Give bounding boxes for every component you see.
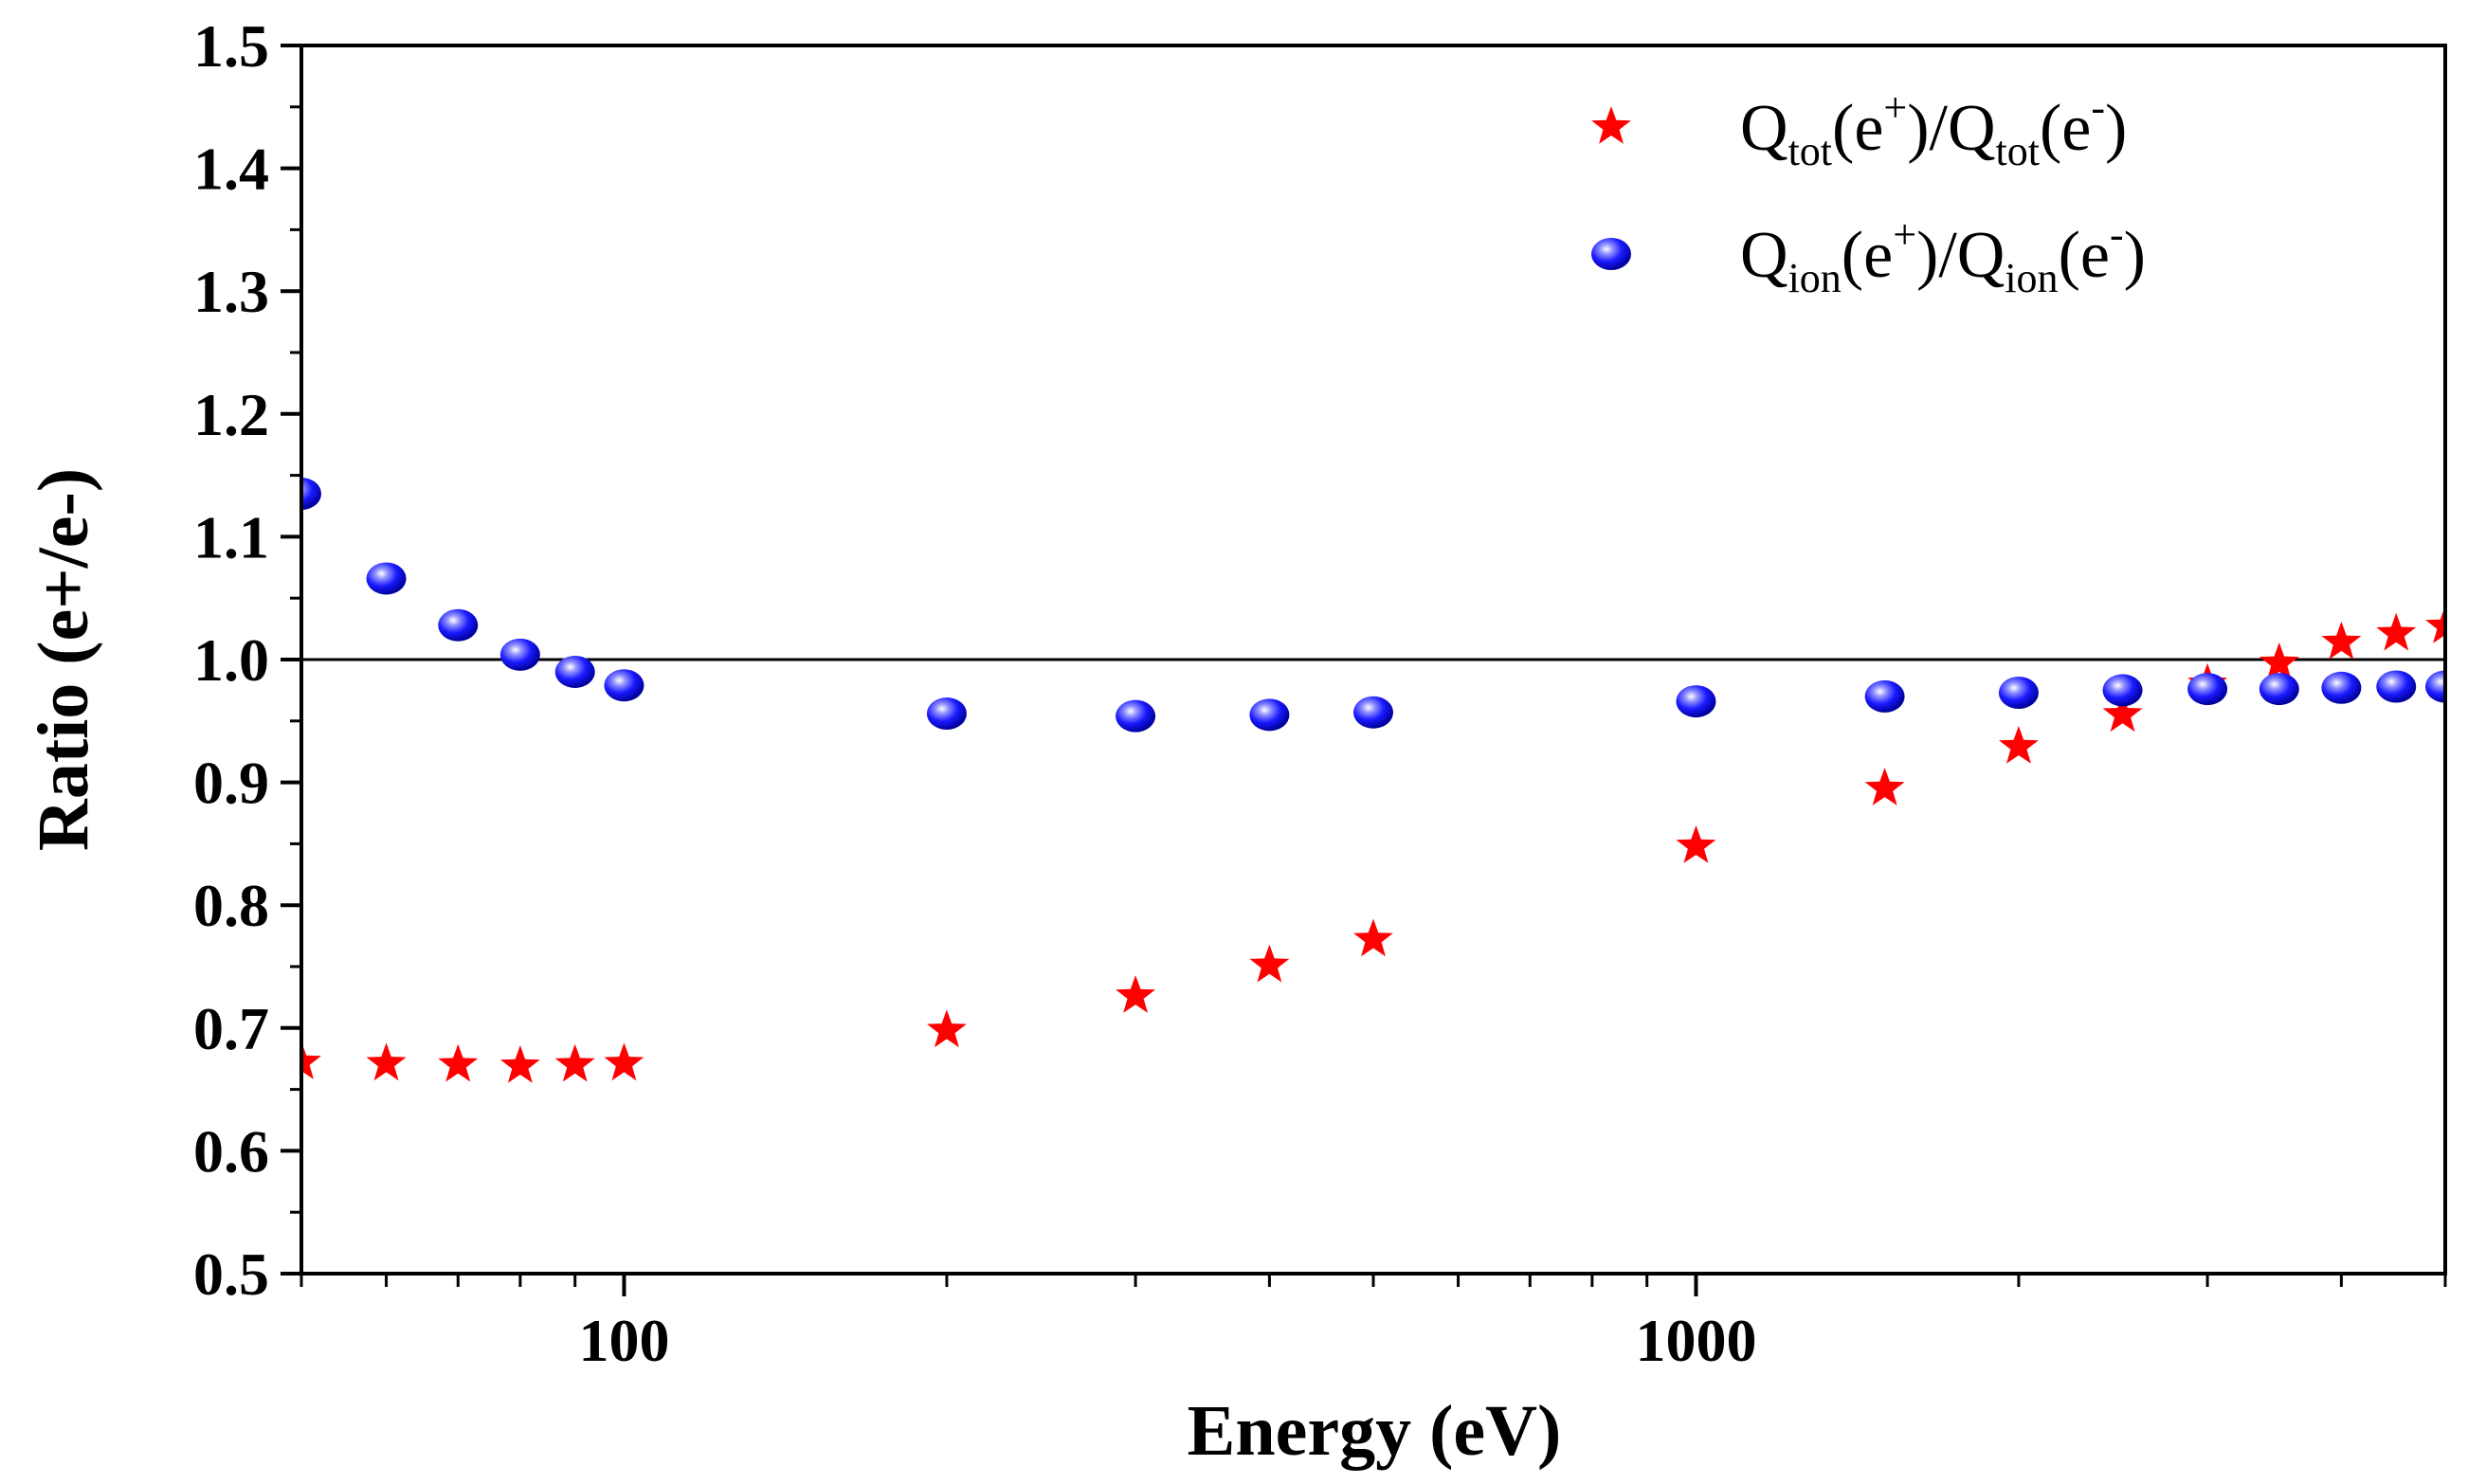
y-tick-label: 1.0 bbox=[193, 626, 269, 694]
series-qtot bbox=[301, 606, 2445, 1083]
qtot-point bbox=[1116, 975, 1155, 1013]
qtot-point bbox=[927, 1009, 967, 1048]
qion-point bbox=[604, 669, 644, 702]
y-tick-label: 0.7 bbox=[193, 995, 269, 1062]
qtot-point bbox=[1249, 944, 1290, 983]
legend: Qtot(e+)/Qtot(e-) Qion(e+)/Qion(e-) bbox=[1591, 84, 2146, 301]
qtot-point bbox=[604, 1042, 644, 1081]
qion-point bbox=[2259, 673, 2299, 706]
qion-point bbox=[366, 562, 407, 595]
qion-point bbox=[499, 638, 540, 671]
qion-point bbox=[1116, 699, 1156, 733]
y-tick-label: 0.5 bbox=[193, 1240, 269, 1308]
series-qion bbox=[301, 478, 2445, 733]
y-tick-label: 1.5 bbox=[193, 12, 269, 80]
qtot-point bbox=[554, 1043, 595, 1082]
y-tick-label: 0.8 bbox=[193, 872, 269, 939]
plot-frame bbox=[299, 44, 2447, 1276]
qion-point bbox=[2187, 673, 2228, 706]
qtot-point bbox=[301, 1041, 321, 1079]
y-tick-label: 1.3 bbox=[193, 258, 269, 325]
y-tick-label: 0.6 bbox=[193, 1117, 269, 1185]
legend-star-marker bbox=[1591, 106, 1631, 144]
qion-point bbox=[1353, 696, 1393, 729]
qion-point bbox=[301, 478, 321, 511]
qion-point bbox=[926, 697, 967, 731]
qion-point bbox=[438, 608, 479, 642]
qtot-point bbox=[1676, 825, 1716, 863]
x-axis-title: Energy (eV) bbox=[1188, 1391, 1562, 1471]
qtot-point bbox=[1999, 726, 2039, 764]
y-tick-label: 0.9 bbox=[193, 750, 269, 817]
qtot-point bbox=[2425, 606, 2445, 643]
qtot-point bbox=[2259, 642, 2299, 680]
qion-point bbox=[2321, 671, 2362, 704]
qtot-point bbox=[499, 1045, 540, 1083]
y-tick-label: 1.2 bbox=[193, 381, 269, 448]
legend-label: Qtot(e+)/Qtot(e-) bbox=[1740, 84, 2127, 174]
data-marks bbox=[301, 478, 2445, 1083]
x-tick-label: 1000 bbox=[1635, 1307, 1756, 1374]
x-axis-ticks: 100 1000 bbox=[299, 1274, 2447, 1374]
qion-point bbox=[554, 655, 595, 688]
qion-point bbox=[1249, 698, 1290, 732]
qtot-point bbox=[1353, 918, 1393, 957]
legend-sphere-marker bbox=[1591, 238, 1631, 270]
y-tick-label: 1.4 bbox=[193, 136, 269, 203]
x-tick-label: 100 bbox=[578, 1307, 669, 1374]
qtot-point bbox=[2102, 694, 2143, 733]
qtot-point bbox=[2376, 612, 2417, 651]
qion-point bbox=[1864, 679, 1905, 713]
y-tick-label: 1.1 bbox=[193, 503, 269, 570]
qtot-point bbox=[438, 1043, 479, 1082]
qtot-point bbox=[2321, 621, 2362, 660]
y-axis-title: Ratio (e+/e-) bbox=[24, 468, 103, 851]
y-axis-ticks: 0.5 0.6 0.7 0.8 0.9 1.0 1.1 1.2 1.3 1.4 1.5 bbox=[193, 12, 301, 1308]
qtot-point bbox=[1864, 768, 1905, 805]
qion-point bbox=[2102, 674, 2143, 707]
qion-point bbox=[2376, 670, 2417, 703]
qion-point bbox=[2425, 670, 2445, 703]
qion-point bbox=[1998, 676, 2039, 709]
legend-label: Qion(e+)/Qion(e-) bbox=[1740, 211, 2146, 301]
qtot-point bbox=[366, 1042, 407, 1081]
qion-point bbox=[1676, 685, 1716, 718]
